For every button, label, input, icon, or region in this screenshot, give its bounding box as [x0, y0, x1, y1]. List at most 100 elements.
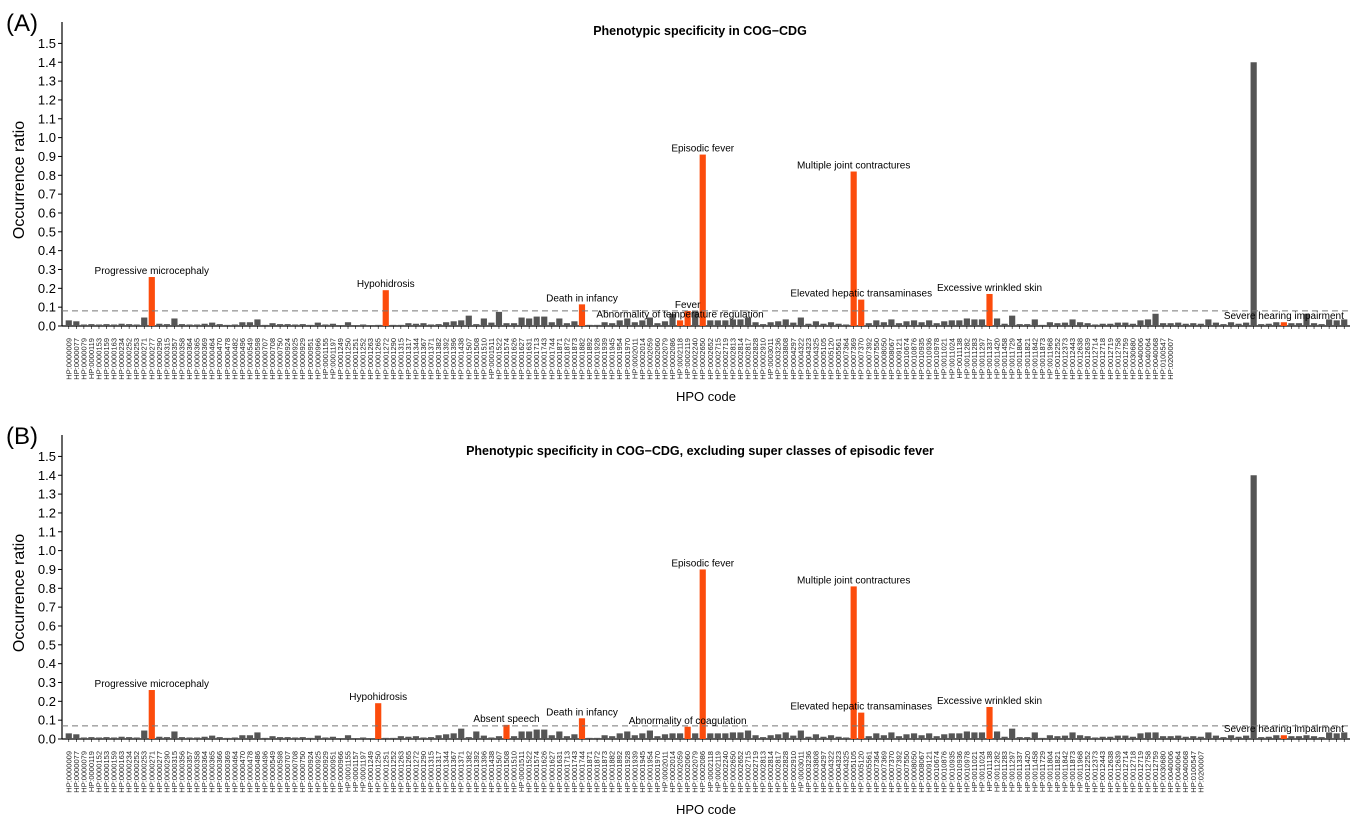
bar	[480, 735, 487, 739]
x-tick-label: HP:0002086	[668, 338, 677, 380]
x-tick-label: HP:0001438	[487, 751, 496, 793]
bar	[1129, 736, 1137, 739]
bar	[1318, 737, 1325, 739]
bar-annotation: Progressive microcephaly	[95, 266, 210, 277]
bar	[948, 320, 955, 326]
x-tick-label: HP:0001574	[532, 751, 541, 793]
x-tick-label: HP:0000277	[147, 338, 156, 380]
bar	[692, 733, 699, 739]
bar	[978, 319, 986, 326]
x-tick-label: HP:0011968	[1045, 338, 1054, 379]
bar	[465, 315, 472, 326]
x-tick-label: HP:0001251	[381, 751, 390, 793]
x-tick-label: HP:0000496	[238, 338, 247, 380]
bar	[254, 319, 261, 326]
bar	[1220, 737, 1227, 739]
x-tick-label: HP:0000750	[276, 338, 285, 380]
x-tick-label: HP:0100547	[1159, 338, 1168, 380]
x-tick-label: HP:0003236	[774, 338, 783, 380]
x-tick-label: HP:0012639	[1113, 751, 1122, 793]
x-tick-label: HP:0008067	[887, 338, 896, 380]
x-tick-label: HP:0000163	[110, 338, 119, 380]
chart-panel-b: (B) Phenotypic specificity in COG−CDG, ex…	[6, 423, 1350, 817]
x-tick-label: HP:0000750	[298, 751, 307, 793]
bar	[865, 323, 872, 326]
bar	[1160, 736, 1167, 739]
bar	[601, 322, 608, 326]
x-tick-label: HP:0007369	[879, 751, 888, 793]
bar	[65, 320, 72, 326]
bar	[1122, 735, 1129, 739]
bar	[1333, 733, 1340, 739]
x-tick-label: HP:0001371	[457, 751, 466, 793]
bar	[1009, 315, 1016, 326]
x-tick-label: HP:0001510	[510, 751, 519, 793]
x-tick-label: HP:0000929	[298, 338, 307, 380]
bar	[1175, 322, 1182, 326]
x-tick-label: HP:0001265	[374, 338, 383, 380]
bar	[193, 737, 201, 739]
x-tick-label: HP:0002119	[713, 751, 722, 792]
bar	[1039, 737, 1046, 739]
x-tick-label: HP:0012373	[1060, 338, 1069, 380]
x-tick-label: HP:0009121	[894, 338, 903, 380]
bar	[337, 738, 344, 739]
bar	[593, 737, 601, 739]
bar	[322, 324, 329, 326]
bar	[103, 737, 110, 739]
x-tick-label: HP:0002119	[683, 338, 692, 379]
bar	[797, 317, 804, 326]
bar-annotation: Hypohidrosis	[349, 692, 407, 703]
x-tick-label: HP:0002060	[683, 751, 692, 793]
bar	[435, 324, 442, 326]
x-tick-label: HP:0005120	[827, 338, 836, 380]
bar	[80, 324, 87, 326]
bar	[1212, 322, 1220, 326]
bar	[95, 737, 103, 739]
x-tick-label: HP:0001511	[487, 338, 496, 379]
bar	[737, 732, 744, 739]
bar	[1326, 319, 1333, 326]
bar	[329, 323, 337, 326]
x-tick-label: HP:0002652	[706, 338, 715, 380]
bar	[631, 322, 638, 326]
bar	[367, 738, 374, 739]
x-tick-label: HP:0011283	[1000, 751, 1009, 792]
x-tick-label: HP:0001157	[351, 751, 360, 792]
bar	[110, 737, 118, 739]
x-tick-label: HP:0011297	[977, 338, 986, 379]
bar	[118, 736, 125, 739]
bar-annotation: Elevated hepatic transaminases	[790, 289, 932, 300]
bar	[1054, 323, 1061, 326]
bar	[956, 320, 963, 326]
bar	[571, 734, 578, 739]
bar	[473, 324, 480, 326]
bar	[443, 734, 450, 739]
x-tick-label: HP:0001928	[623, 751, 632, 793]
x-tick-label: HP:0004325	[811, 338, 820, 380]
x-tick-label: HP:0011021	[940, 338, 949, 379]
bar	[1076, 322, 1084, 326]
x-tick-label: HP:0002828	[751, 338, 760, 380]
bar	[616, 733, 623, 739]
x-tick-label: HP:0000358	[177, 338, 186, 380]
x-tick-label: HP:0012443	[1098, 751, 1107, 793]
bar-annotation: Multiple joint contractures	[797, 161, 910, 172]
x-tick-label: HP:0040068	[1151, 338, 1160, 380]
bar	[382, 737, 389, 739]
bar	[873, 320, 880, 326]
bar	[1099, 736, 1106, 739]
bar	[269, 323, 276, 326]
bar	[1205, 319, 1212, 326]
x-tick-label: HP:0001871	[585, 751, 594, 793]
x-tick-label: HP:0001252	[389, 751, 398, 793]
x-tick-label: HP:0000549	[245, 338, 254, 380]
x-tick-label: HP:0011729	[1038, 751, 1047, 792]
x-tick-label: HP:0000009	[64, 751, 73, 793]
bar	[812, 734, 820, 739]
x-tick-label: HP:0002059	[676, 751, 685, 793]
y-tick-label: 1.5	[38, 36, 56, 51]
x-tick-label: HP:0001344	[411, 338, 420, 380]
bar	[850, 171, 857, 326]
x-tick-label: HP:0011968	[1076, 751, 1085, 792]
